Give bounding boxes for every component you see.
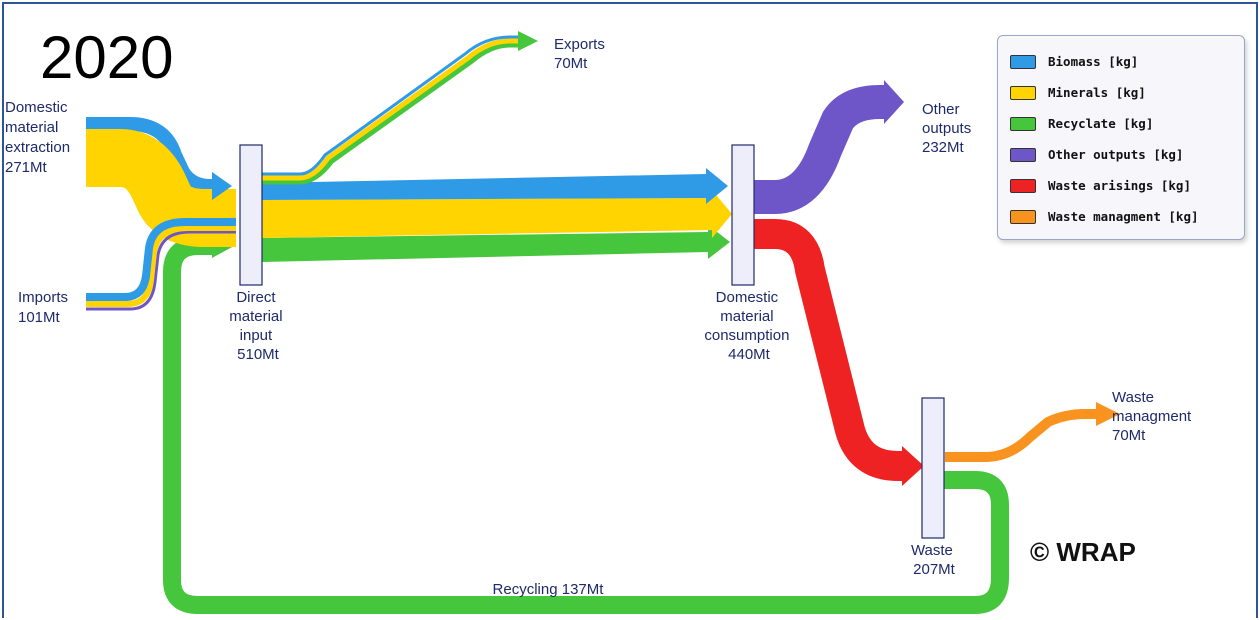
- legend-label: Waste managment [kg]: [1048, 209, 1199, 224]
- main-flow-arrowhead-blue: [706, 168, 728, 204]
- direct-input-node: [239, 144, 263, 286]
- waste-label: Waste 207Mt: [911, 542, 957, 578]
- direct-input-label: Direct material input 510Mt: [229, 289, 287, 363]
- legend-swatch: [1010, 178, 1036, 193]
- legend-item-other-outputs: Other outputs [kg]: [1010, 139, 1244, 170]
- legend-swatch: [1010, 85, 1036, 100]
- imports-label: Imports 101Mt: [18, 289, 72, 326]
- recycling-flow: [163, 237, 1009, 614]
- main-flow-arrowhead-green: [708, 225, 730, 259]
- domestic-consumption-label: Domestic material consumption 440Mt: [704, 289, 793, 363]
- extraction-arrowhead: [212, 172, 232, 200]
- exports-flow-blue: [262, 35, 520, 176]
- waste-management-label: Waste managment 70Mt: [1112, 389, 1195, 444]
- domestic-consumption-node: [731, 144, 755, 286]
- waste-management-arrowhead: [1096, 402, 1120, 426]
- other-outputs-flow: [752, 85, 888, 214]
- legend-item-minerals: Minerals [kg]: [1010, 77, 1244, 108]
- waste-arisings-flow: [752, 219, 905, 481]
- exports-label: Exports 70Mt: [554, 36, 609, 72]
- legend-label: Biomass [kg]: [1048, 54, 1139, 69]
- legend-item-waste-arisings: Waste arisings [kg]: [1010, 170, 1244, 201]
- legend-label: Other outputs [kg]: [1048, 147, 1184, 162]
- legend-label: Minerals [kg]: [1048, 85, 1146, 100]
- main-flow-arrowhead-yellow: [712, 190, 732, 238]
- imports-flow-blue: [86, 218, 236, 301]
- imports-flow-purple: [86, 230, 236, 311]
- legend-item-biomass: Biomass [kg]: [1010, 46, 1244, 77]
- other-outputs-arrowhead: [884, 80, 904, 124]
- copyright-label: © WRAP: [1030, 537, 1136, 567]
- extraction-flow-yellow: [86, 129, 236, 247]
- legend-swatch: [1010, 54, 1036, 69]
- waste-arisings-arrowhead: [902, 446, 924, 486]
- imports-flow-yellow: [86, 225, 236, 307]
- legend-label: Waste arisings [kg]: [1048, 178, 1191, 193]
- exports-arrowhead: [518, 31, 538, 51]
- legend-label: Recyclate [kg]: [1048, 116, 1154, 131]
- domestic-extraction-label: Domestic material extraction 271Mt: [5, 99, 74, 176]
- main-flow-blue: [262, 174, 706, 200]
- legend: Biomass [kg] Minerals [kg] Recyclate [kg…: [997, 35, 1245, 240]
- other-outputs-label: Other outputs 232Mt: [922, 101, 975, 156]
- legend-item-waste-management: Waste managment [kg]: [1010, 201, 1244, 232]
- legend-swatch: [1010, 147, 1036, 162]
- legend-swatch: [1010, 209, 1036, 224]
- legend-item-recyclate: Recyclate [kg]: [1010, 108, 1244, 139]
- legend-swatch: [1010, 116, 1036, 131]
- main-flow-yellow: [262, 198, 712, 238]
- year-title: 2020: [40, 24, 173, 91]
- waste-management-flow: [945, 409, 1098, 462]
- main-flow-green: [262, 232, 708, 262]
- recycling-label: Recycling 137Mt: [493, 581, 605, 598]
- waste-node: [921, 397, 945, 539]
- exports-flow-yellow: [262, 38, 520, 181]
